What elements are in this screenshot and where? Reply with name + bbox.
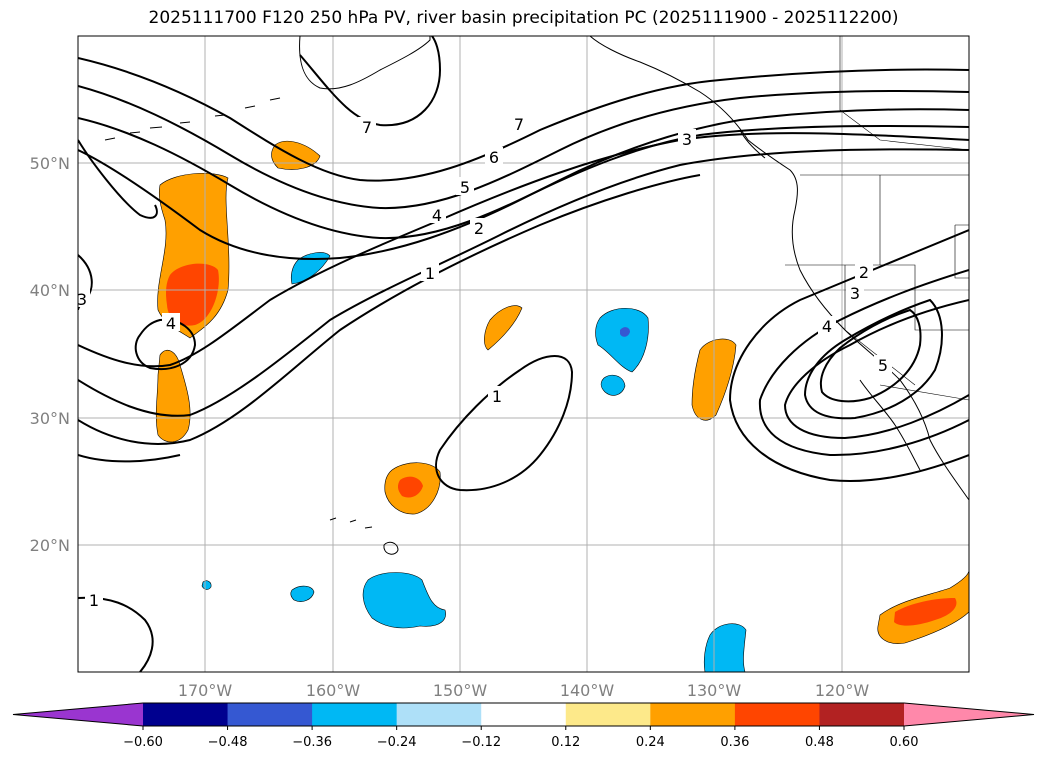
north-america-coast (589, 36, 969, 501)
vancouver-island (739, 129, 766, 159)
colorbar-tick-label: −0.48 (208, 735, 248, 750)
political-borders (785, 36, 969, 401)
contour-label: 4 (432, 206, 442, 225)
longitude-labels: 170°W 160°W 150°W 140°W 130°W 120°W (178, 681, 870, 700)
precip-positive-north (271, 140, 321, 170)
precip-positive-west-lower (155, 349, 191, 443)
contour-3-south (78, 174, 701, 445)
colorbar-extend-low (13, 703, 143, 726)
plot-area (78, 36, 969, 672)
precip-negative-tiny (201, 580, 212, 590)
colorbar-tick-label: 0.12 (551, 735, 580, 750)
state-border-5 (954, 224, 969, 279)
precip-strong-far-southeast (894, 598, 957, 626)
map-title: 2025111700 F120 250 hPa PV, river basin … (148, 8, 899, 28)
contour-label: 1 (89, 591, 99, 610)
colorbar-tick-label: −0.36 (292, 735, 332, 750)
colorbar-segment (565, 703, 651, 726)
colorbar-segment (819, 703, 905, 726)
contour-label: 4 (166, 314, 176, 333)
lat-label: 40°N (30, 281, 70, 300)
precip-strong-west (166, 263, 219, 326)
contour-7-upper (299, 36, 442, 127)
contour-4-west-loop (134, 318, 197, 370)
contour-east-5 (820, 308, 922, 403)
contour-label: 7 (514, 115, 524, 134)
contour-east-3 (783, 299, 969, 440)
precip-negative-hawaii-west (290, 585, 315, 602)
precip-negative-north (290, 252, 331, 285)
colorbar-segment (312, 703, 398, 726)
colorbar-tick-label: −0.60 (123, 735, 163, 750)
contour-east-2 (758, 269, 969, 457)
colorbar-extend-high (904, 703, 1034, 726)
colorbar-tick-label: 0.60 (890, 735, 919, 750)
precip-negative-center (595, 307, 649, 373)
colorbar-tick-label: 0.24 (636, 735, 665, 750)
contour-label: 5 (878, 356, 888, 375)
lon-label: 160°W (306, 681, 361, 700)
colorbar-segment (396, 703, 482, 726)
lat-label: 50°N (30, 154, 70, 173)
colorbar-segment (734, 703, 820, 726)
state-border-4 (879, 384, 969, 401)
contour-label: 7 (362, 118, 372, 137)
colorbar-segment (143, 703, 229, 726)
latitude-labels: 50°N 40°N 30°N 20°N (30, 154, 70, 555)
contour-label: 2 (859, 263, 869, 282)
coastlines (104, 36, 969, 555)
colorbar-tick-label: −0.24 (377, 735, 417, 750)
precip-negative-small (600, 374, 626, 396)
colorbar: −0.60 −0.48 −0.36 −0.24 −0.12 0.12 0.24 0.36 0.4… (12, 702, 1035, 750)
bc-border (839, 36, 969, 151)
aleutian-islands (104, 97, 281, 141)
lon-label: 170°W (178, 681, 233, 700)
contour-west-edge2 (78, 139, 158, 219)
contour-label: 3 (850, 284, 860, 303)
baja-coast (859, 379, 921, 471)
contour-1-edge (78, 454, 181, 463)
lon-label: 130°W (687, 681, 742, 700)
contour-label: 5 (460, 178, 470, 197)
precip-shading (155, 140, 969, 672)
contour-label: 1 (492, 387, 502, 406)
lat-label: 20°N (30, 536, 70, 555)
colorbar-tick-label: −0.12 (461, 735, 501, 750)
contour-label: 3 (682, 130, 692, 149)
contour-label: 2 (474, 219, 484, 238)
contour-east-4 (803, 298, 943, 420)
colorbar-segment (650, 703, 736, 726)
colorbar-segment (227, 703, 313, 726)
contour-7-north (78, 57, 969, 182)
colorbar-tick-label: 0.48 (805, 735, 834, 750)
hawaii-islands (329, 517, 399, 555)
precip-positive-mid (484, 305, 523, 351)
alaska-coast (299, 36, 431, 90)
lat-label: 30°N (30, 409, 70, 428)
colorbar-segment (481, 703, 567, 726)
lon-label: 120°W (815, 681, 870, 700)
contour-label-group: 7 7 6 5 4 2 1 3 1 2 3 4 5 4 (77, 114, 892, 610)
contour-label: 3 (77, 290, 87, 309)
precip-negative-center-core (620, 327, 630, 337)
lon-label: 140°W (560, 681, 615, 700)
precip-negative-southeast (703, 623, 747, 672)
contour-label: 6 (489, 148, 499, 167)
contour-4 (78, 124, 969, 261)
colorbar-tick-label: 0.36 (720, 735, 749, 750)
precip-strong-south (397, 476, 423, 498)
lon-label: 150°W (433, 681, 488, 700)
contour-6 (78, 85, 969, 210)
contour-1-main (78, 148, 969, 417)
contour-label: 4 (822, 317, 832, 336)
contour-label: 1 (425, 264, 435, 283)
precip-negative-hawaii (362, 572, 446, 629)
gridlines (78, 36, 969, 672)
contour-1-closed-center (435, 355, 574, 492)
plot-frame (77, 35, 970, 673)
